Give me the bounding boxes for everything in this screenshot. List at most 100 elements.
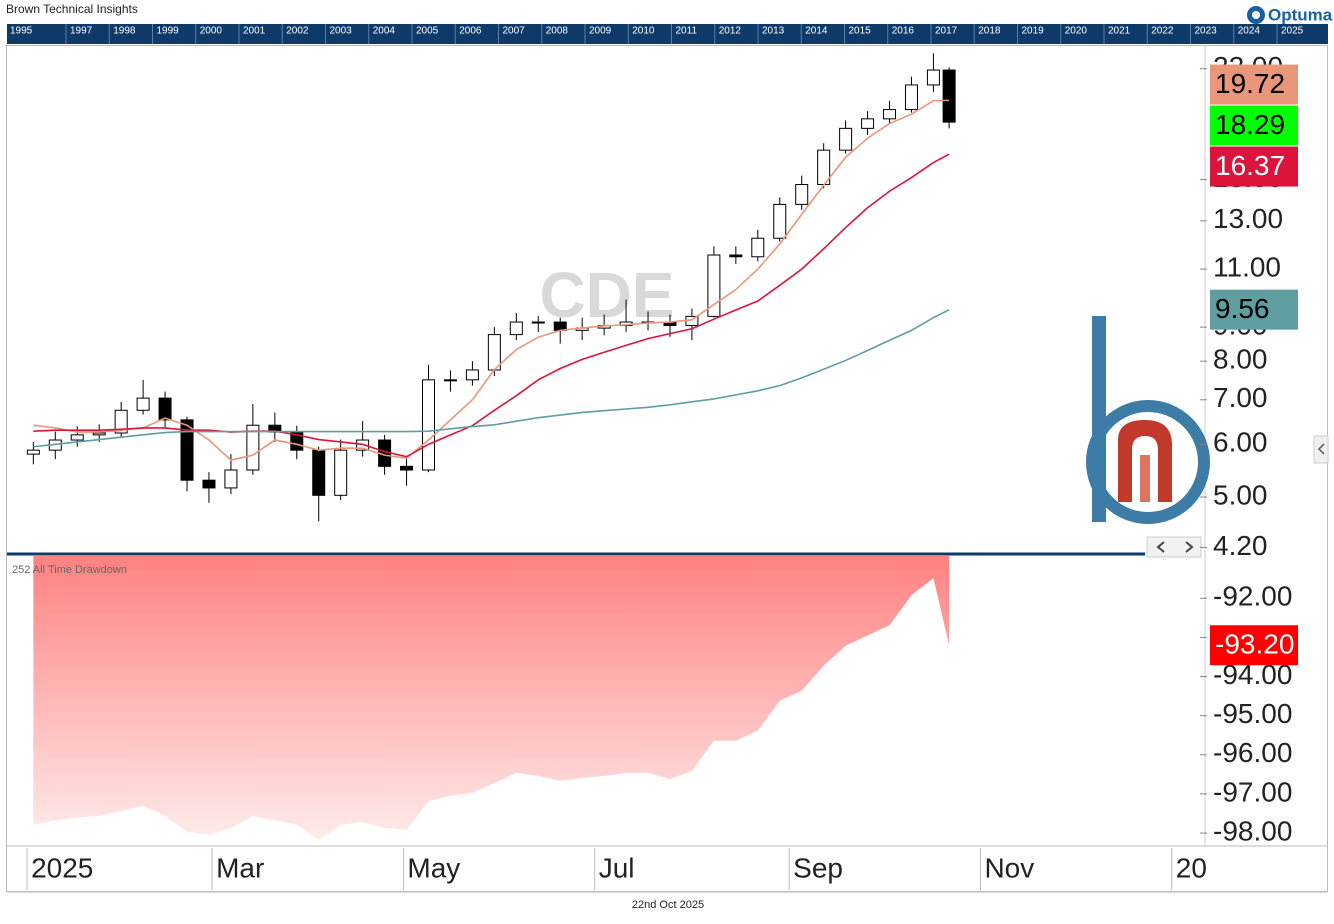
navigator-year: 2017 bbox=[935, 26, 958, 37]
navigator: 1995 1997 1998 1999 2000 2001 2002 2003 2004 2005… bbox=[10, 24, 1304, 44]
navigator-year: 2020 bbox=[1065, 26, 1088, 37]
candle-body bbox=[202, 479, 216, 489]
moving-average-line bbox=[33, 153, 950, 458]
navigator-year: 2013 bbox=[762, 26, 785, 37]
candle-body bbox=[904, 84, 918, 111]
x-tick-label: Nov bbox=[984, 852, 1034, 883]
last-value-box bbox=[1210, 625, 1298, 666]
candle-body bbox=[707, 254, 721, 317]
candle-body bbox=[158, 397, 172, 421]
candle-body bbox=[926, 69, 940, 86]
navigator-year: 2019 bbox=[1022, 26, 1045, 37]
navigator-year: 2021 bbox=[1108, 26, 1131, 37]
last-value-label: 9.56 bbox=[1215, 293, 1270, 324]
y-tick-label: -98.00 bbox=[1213, 815, 1292, 846]
x-tick-label: 2025 bbox=[31, 852, 93, 883]
x-tick-label: Jul bbox=[599, 852, 635, 883]
last-value-label: 16.37 bbox=[1215, 150, 1285, 181]
last-value-label: -93.20 bbox=[1215, 629, 1294, 660]
y-tick-label: 8.00 bbox=[1213, 344, 1268, 375]
last-value-box bbox=[1210, 146, 1298, 187]
last-value-box bbox=[1210, 289, 1298, 330]
candle-body bbox=[839, 127, 853, 151]
navigator-year: 2022 bbox=[1151, 26, 1174, 37]
navigator-year: 2000 bbox=[200, 26, 223, 37]
moving-average-line bbox=[33, 99, 950, 462]
y-tick-label: -96.00 bbox=[1213, 737, 1292, 768]
navigator-year: 1995 bbox=[10, 26, 33, 37]
logo-bowl bbox=[1086, 400, 1210, 524]
candle-body bbox=[751, 237, 765, 258]
candle-body bbox=[400, 465, 414, 471]
navigator-year: 2016 bbox=[892, 26, 915, 37]
navigator-year: 2001 bbox=[243, 26, 266, 37]
watermark: CDE bbox=[539, 259, 674, 331]
logo-mark-inner bbox=[1140, 455, 1150, 502]
candle-body bbox=[553, 321, 567, 331]
x-tick-label: Sep bbox=[793, 852, 843, 883]
navigator-year: 2003 bbox=[330, 26, 353, 37]
scroll-left[interactable] bbox=[1156, 541, 1165, 553]
y-tick-label: 5.00 bbox=[1213, 479, 1268, 510]
candle-body bbox=[509, 321, 523, 336]
x-tick-label: 20 bbox=[1176, 852, 1207, 883]
scroll-right[interactable] bbox=[1185, 541, 1194, 553]
logo-mark bbox=[1118, 420, 1172, 502]
navigator-year: 2025 bbox=[1281, 26, 1304, 37]
candle-body bbox=[224, 469, 238, 489]
x-tick-label: May bbox=[407, 852, 460, 883]
navigator-year: 2024 bbox=[1238, 26, 1261, 37]
last-value-box bbox=[1210, 64, 1298, 105]
navigator-year: 2023 bbox=[1195, 26, 1218, 37]
last-value-label: 18.29 bbox=[1215, 109, 1285, 140]
side-tab-arrow[interactable] bbox=[1317, 443, 1325, 455]
candle-body bbox=[92, 432, 106, 436]
candle-body bbox=[334, 449, 348, 496]
navigator-bar bbox=[7, 24, 1328, 44]
price-plot bbox=[26, 53, 956, 522]
panel-title: 252 All Time Drawdown bbox=[12, 564, 127, 576]
brand-icon-hole bbox=[1252, 11, 1260, 19]
candle-body bbox=[136, 397, 150, 411]
navigator-year: 2014 bbox=[805, 26, 828, 37]
last-value-box bbox=[1210, 105, 1298, 146]
candle-body bbox=[861, 118, 875, 129]
y-tick-label: -95.00 bbox=[1213, 698, 1292, 729]
candle-body bbox=[70, 434, 84, 441]
candle-body bbox=[26, 449, 40, 455]
candle-body bbox=[531, 321, 545, 324]
candle-body bbox=[180, 419, 194, 481]
footer-date: 22nd Oct 2025 bbox=[632, 899, 704, 911]
y-tick-label: -97.00 bbox=[1213, 776, 1292, 807]
candle-body bbox=[729, 254, 743, 258]
y-tick-label: 7.00 bbox=[1213, 382, 1268, 413]
y-tick-label: 4.20 bbox=[1213, 530, 1268, 561]
scroll-buttons[interactable] bbox=[1146, 536, 1202, 558]
axes: 4.205.006.007.008.009.0011.0013.0015.002… bbox=[26, 51, 1298, 890]
navigator-year: 1998 bbox=[113, 26, 136, 37]
navigator-year: 2018 bbox=[978, 26, 1001, 37]
logo bbox=[1086, 316, 1210, 524]
navigator-year: 2012 bbox=[719, 26, 742, 37]
candle-body bbox=[883, 109, 897, 120]
navigator-year: 2011 bbox=[676, 26, 698, 37]
candle-body bbox=[312, 449, 326, 496]
navigator-year: 2005 bbox=[416, 26, 439, 37]
candle-body bbox=[443, 379, 457, 382]
candle-body bbox=[465, 369, 479, 381]
side-tab[interactable] bbox=[1313, 435, 1329, 464]
candle-body bbox=[422, 379, 436, 471]
drawdown-area bbox=[33, 556, 950, 841]
candle-body bbox=[246, 424, 260, 471]
navigator-year: 2008 bbox=[546, 26, 569, 37]
navigator-year: 2002 bbox=[286, 26, 309, 37]
navigator-year: 1997 bbox=[70, 26, 93, 37]
y-tick-label: -92.00 bbox=[1213, 581, 1292, 612]
y-tick-label: 11.00 bbox=[1213, 252, 1281, 283]
navigator-year: 2009 bbox=[589, 26, 612, 37]
drawdown-plot bbox=[33, 556, 950, 841]
navigator-year: 2015 bbox=[849, 26, 872, 37]
navigator-year: 1999 bbox=[157, 26, 180, 37]
candle-body bbox=[942, 69, 956, 123]
